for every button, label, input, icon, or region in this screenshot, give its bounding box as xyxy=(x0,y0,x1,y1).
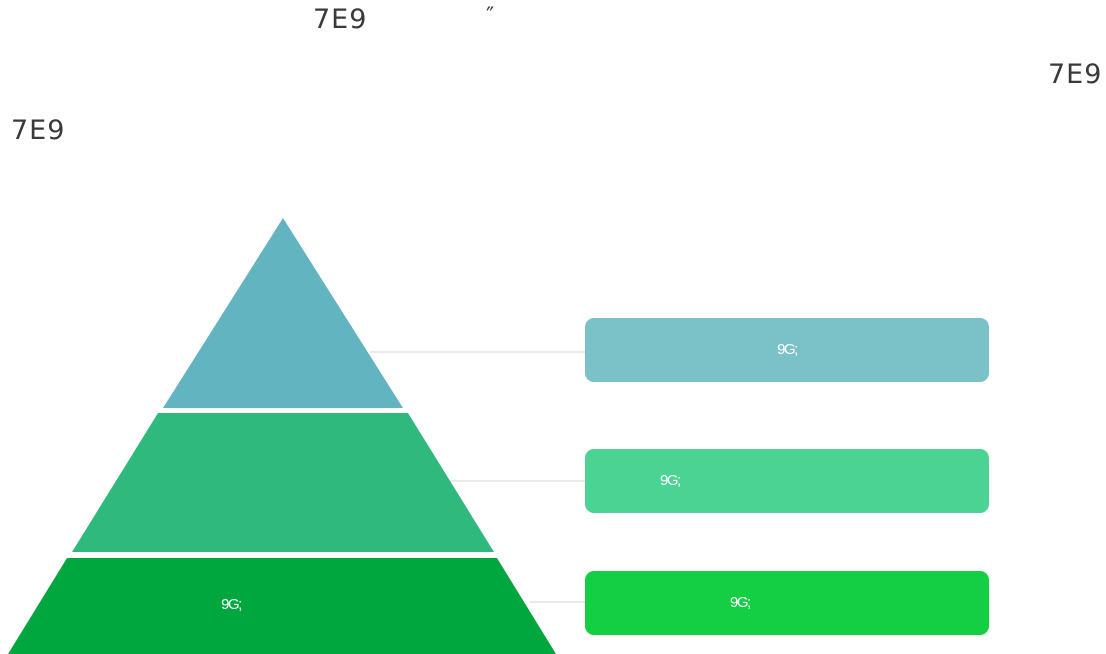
header-text-lower-left: 7E9 xyxy=(11,115,66,146)
header-text-left: 7E9 xyxy=(313,4,368,35)
callout-label-top: 9G; xyxy=(777,341,798,358)
callout-box-top: 9G; xyxy=(585,318,989,382)
callout-label-bottom: 9G; xyxy=(730,594,751,611)
callout-box-middle: 9G; xyxy=(585,449,989,513)
callout-box-bottom: 9G; xyxy=(585,571,989,635)
callout-label-middle: 9G; xyxy=(660,472,681,489)
pyramid-level-top xyxy=(163,218,403,408)
header-quote-mark: ″ xyxy=(486,4,496,29)
pyramid-level-bottom-label: 9G; xyxy=(221,596,241,613)
pyramid-level-bottom xyxy=(8,558,556,654)
header-text-right: 7E9 xyxy=(1048,59,1103,90)
pyramid-level-middle xyxy=(72,413,494,552)
